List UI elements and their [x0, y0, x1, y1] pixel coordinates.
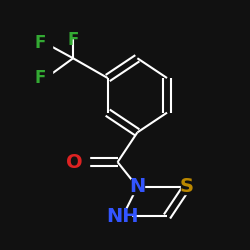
Text: F: F [34, 34, 46, 52]
Bar [180, 180, 193, 194]
Text: F: F [68, 31, 79, 49]
Bar [67, 24, 79, 38]
Bar [114, 209, 131, 224]
Bar [131, 180, 143, 194]
Bar [40, 36, 52, 51]
Text: O: O [66, 152, 83, 172]
Bar [40, 70, 52, 86]
Text: S: S [180, 177, 194, 196]
Text: NH: NH [106, 207, 139, 226]
Text: F: F [34, 69, 46, 87]
Bar [77, 155, 89, 170]
Text: N: N [129, 177, 146, 196]
